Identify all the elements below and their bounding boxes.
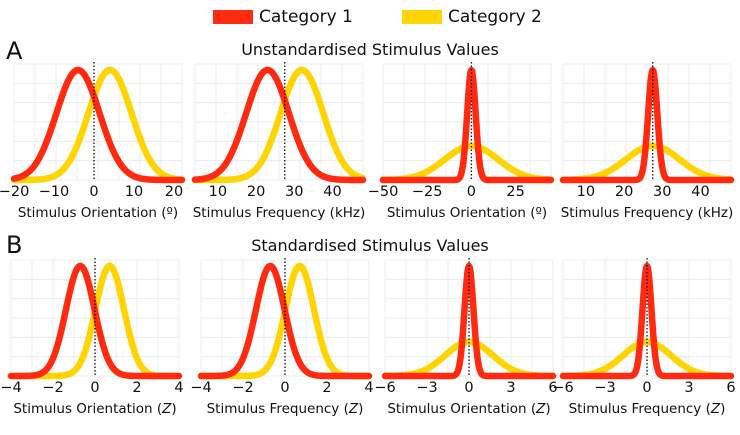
curve-category-1 [559, 66, 735, 184]
legend-label-category-1: Category 1 [259, 7, 353, 27]
row-letter-a: A [6, 37, 23, 65]
curve-category-2 [191, 66, 367, 184]
x-tick-label: 30 [285, 184, 303, 200]
chart-panel-a1: −20 −10 0 10 20 Stimulus Orientation (º) [0, 62, 186, 221]
x-tick-label: 0 [89, 184, 98, 200]
x-tick-label: 0 [642, 380, 651, 396]
x-tick-label: 0 [467, 184, 476, 200]
x-tick-label: 30 [653, 184, 671, 200]
x-tick-label: 2 [322, 380, 331, 396]
curve-category-1 [191, 66, 367, 184]
x-tick-label: −6 [374, 380, 395, 396]
x-tick-label: 4 [364, 380, 373, 396]
legend-item-category-1: Category 1 [213, 7, 353, 27]
row-title-b: Standardised Stimulus Values [251, 236, 489, 255]
legend-swatch-category-2 [402, 10, 442, 24]
x-tick-label: 3 [684, 380, 693, 396]
x-tick-label: 20 [247, 184, 265, 200]
curve-category-2 [10, 66, 186, 184]
chart-panel-a2: 10 20 30 40 Stimulus Frequency (kHz) [191, 62, 367, 221]
legend: Category 1 Category 2 [0, 7, 740, 33]
x-tick-label: 2 [132, 380, 141, 396]
x-tick-label: 10 [125, 184, 143, 200]
chart-panel-a4: 10 20 30 40 Stimulus Frequency (kHz) [559, 62, 735, 221]
legend-label-category-2: Category 2 [448, 7, 542, 27]
x-tick-label: −3 [416, 380, 437, 396]
x-tick-label: −3 [594, 380, 615, 396]
x-tick-label: 3 [506, 380, 515, 396]
x-axis-label: Stimulus Frequency (Z) [569, 401, 726, 417]
x-axis-label: Stimulus Orientation (º) [387, 205, 547, 221]
curve-category-1 [10, 66, 186, 184]
legend-swatch-category-1 [213, 10, 253, 24]
x-tick-label: 40 [323, 184, 341, 200]
x-tick-label: 0 [90, 380, 99, 396]
x-axis-label: Stimulus Orientation (º) [18, 205, 178, 221]
x-tick-label: 6 [548, 380, 557, 396]
x-axis-label: Stimulus Frequency (Z) [207, 401, 364, 417]
curve-category-1 [379, 66, 555, 184]
x-tick-label: −4 [0, 380, 21, 396]
x-tick-label: −50 [368, 184, 399, 200]
chart-panel-a3: −50 −25 0 25 Stimulus Orientation (º) [368, 62, 555, 221]
x-tick-label: 0 [280, 380, 289, 396]
x-tick-label: −20 [0, 184, 29, 200]
x-tick-label: 10 [577, 184, 595, 200]
row-letter-b: B [6, 231, 23, 259]
chart-panel-b1: −4 −2 0 2 4 Stimulus Orientation (Z) [0, 258, 184, 417]
x-tick-label: 4 [174, 380, 183, 396]
x-tick-label: −2 [42, 380, 63, 396]
x-tick-label: −4 [190, 380, 211, 396]
grid [562, 63, 732, 181]
x-tick-label: −10 [39, 184, 70, 200]
x-tick-label: −6 [552, 380, 573, 396]
legend-item-category-2: Category 2 [402, 7, 542, 27]
x-axis-label: Stimulus Orientation (Z) [13, 401, 176, 417]
x-tick-label: 40 [691, 184, 709, 200]
x-tick-label: −25 [412, 184, 443, 200]
x-axis-label: Stimulus Orientation (Z) [387, 401, 550, 417]
x-axis-label: Stimulus Frequency (kHz) [561, 205, 734, 221]
chart-panel-b3: −6 −3 0 3 6 Stimulus Orientation (Z) [374, 258, 558, 417]
x-tick-label: 6 [726, 380, 735, 396]
x-tick-label: 20 [165, 184, 183, 200]
x-tick-label: 10 [209, 184, 227, 200]
row-title-a: Unstandardised Stimulus Values [241, 40, 499, 59]
x-tick-label: 0 [464, 380, 473, 396]
x-tick-label: −2 [232, 380, 253, 396]
x-tick-label: 25 [506, 184, 524, 200]
x-tick-label: 20 [615, 184, 633, 200]
x-axis-label: Stimulus Frequency (kHz) [193, 205, 366, 221]
